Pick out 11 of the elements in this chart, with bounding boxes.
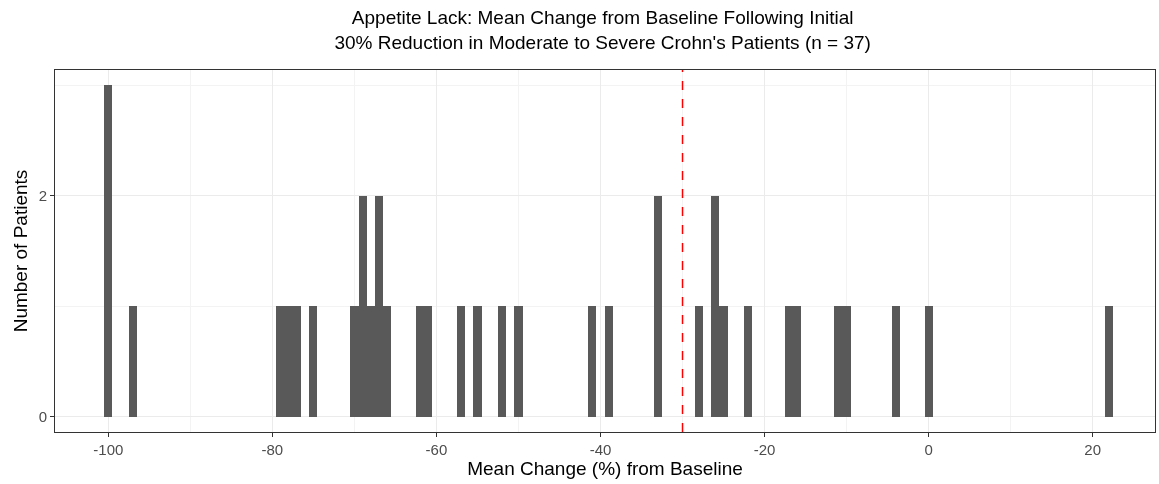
x-axis-title: Mean Change (%) from Baseline (467, 458, 743, 479)
x-tick-label: 0 (924, 441, 933, 458)
x-tick-label: -80 (261, 441, 284, 458)
chart-title: Appetite Lack: Mean Change from Baseline Following Initial 30% Reduction in Moderate to Severe Crohn's Patients (n = 37) (334, 7, 871, 53)
x-tick-label: -100 (93, 441, 124, 458)
y-axis-title: Number of Patients (9, 169, 31, 333)
x-tick-label: -40 (589, 441, 612, 458)
x-tick-label: -60 (425, 441, 448, 458)
x-tick-label: 20 (1084, 441, 1101, 458)
y-tick-label: 2 (38, 187, 47, 205)
x-tick-label: -20 (753, 441, 776, 458)
